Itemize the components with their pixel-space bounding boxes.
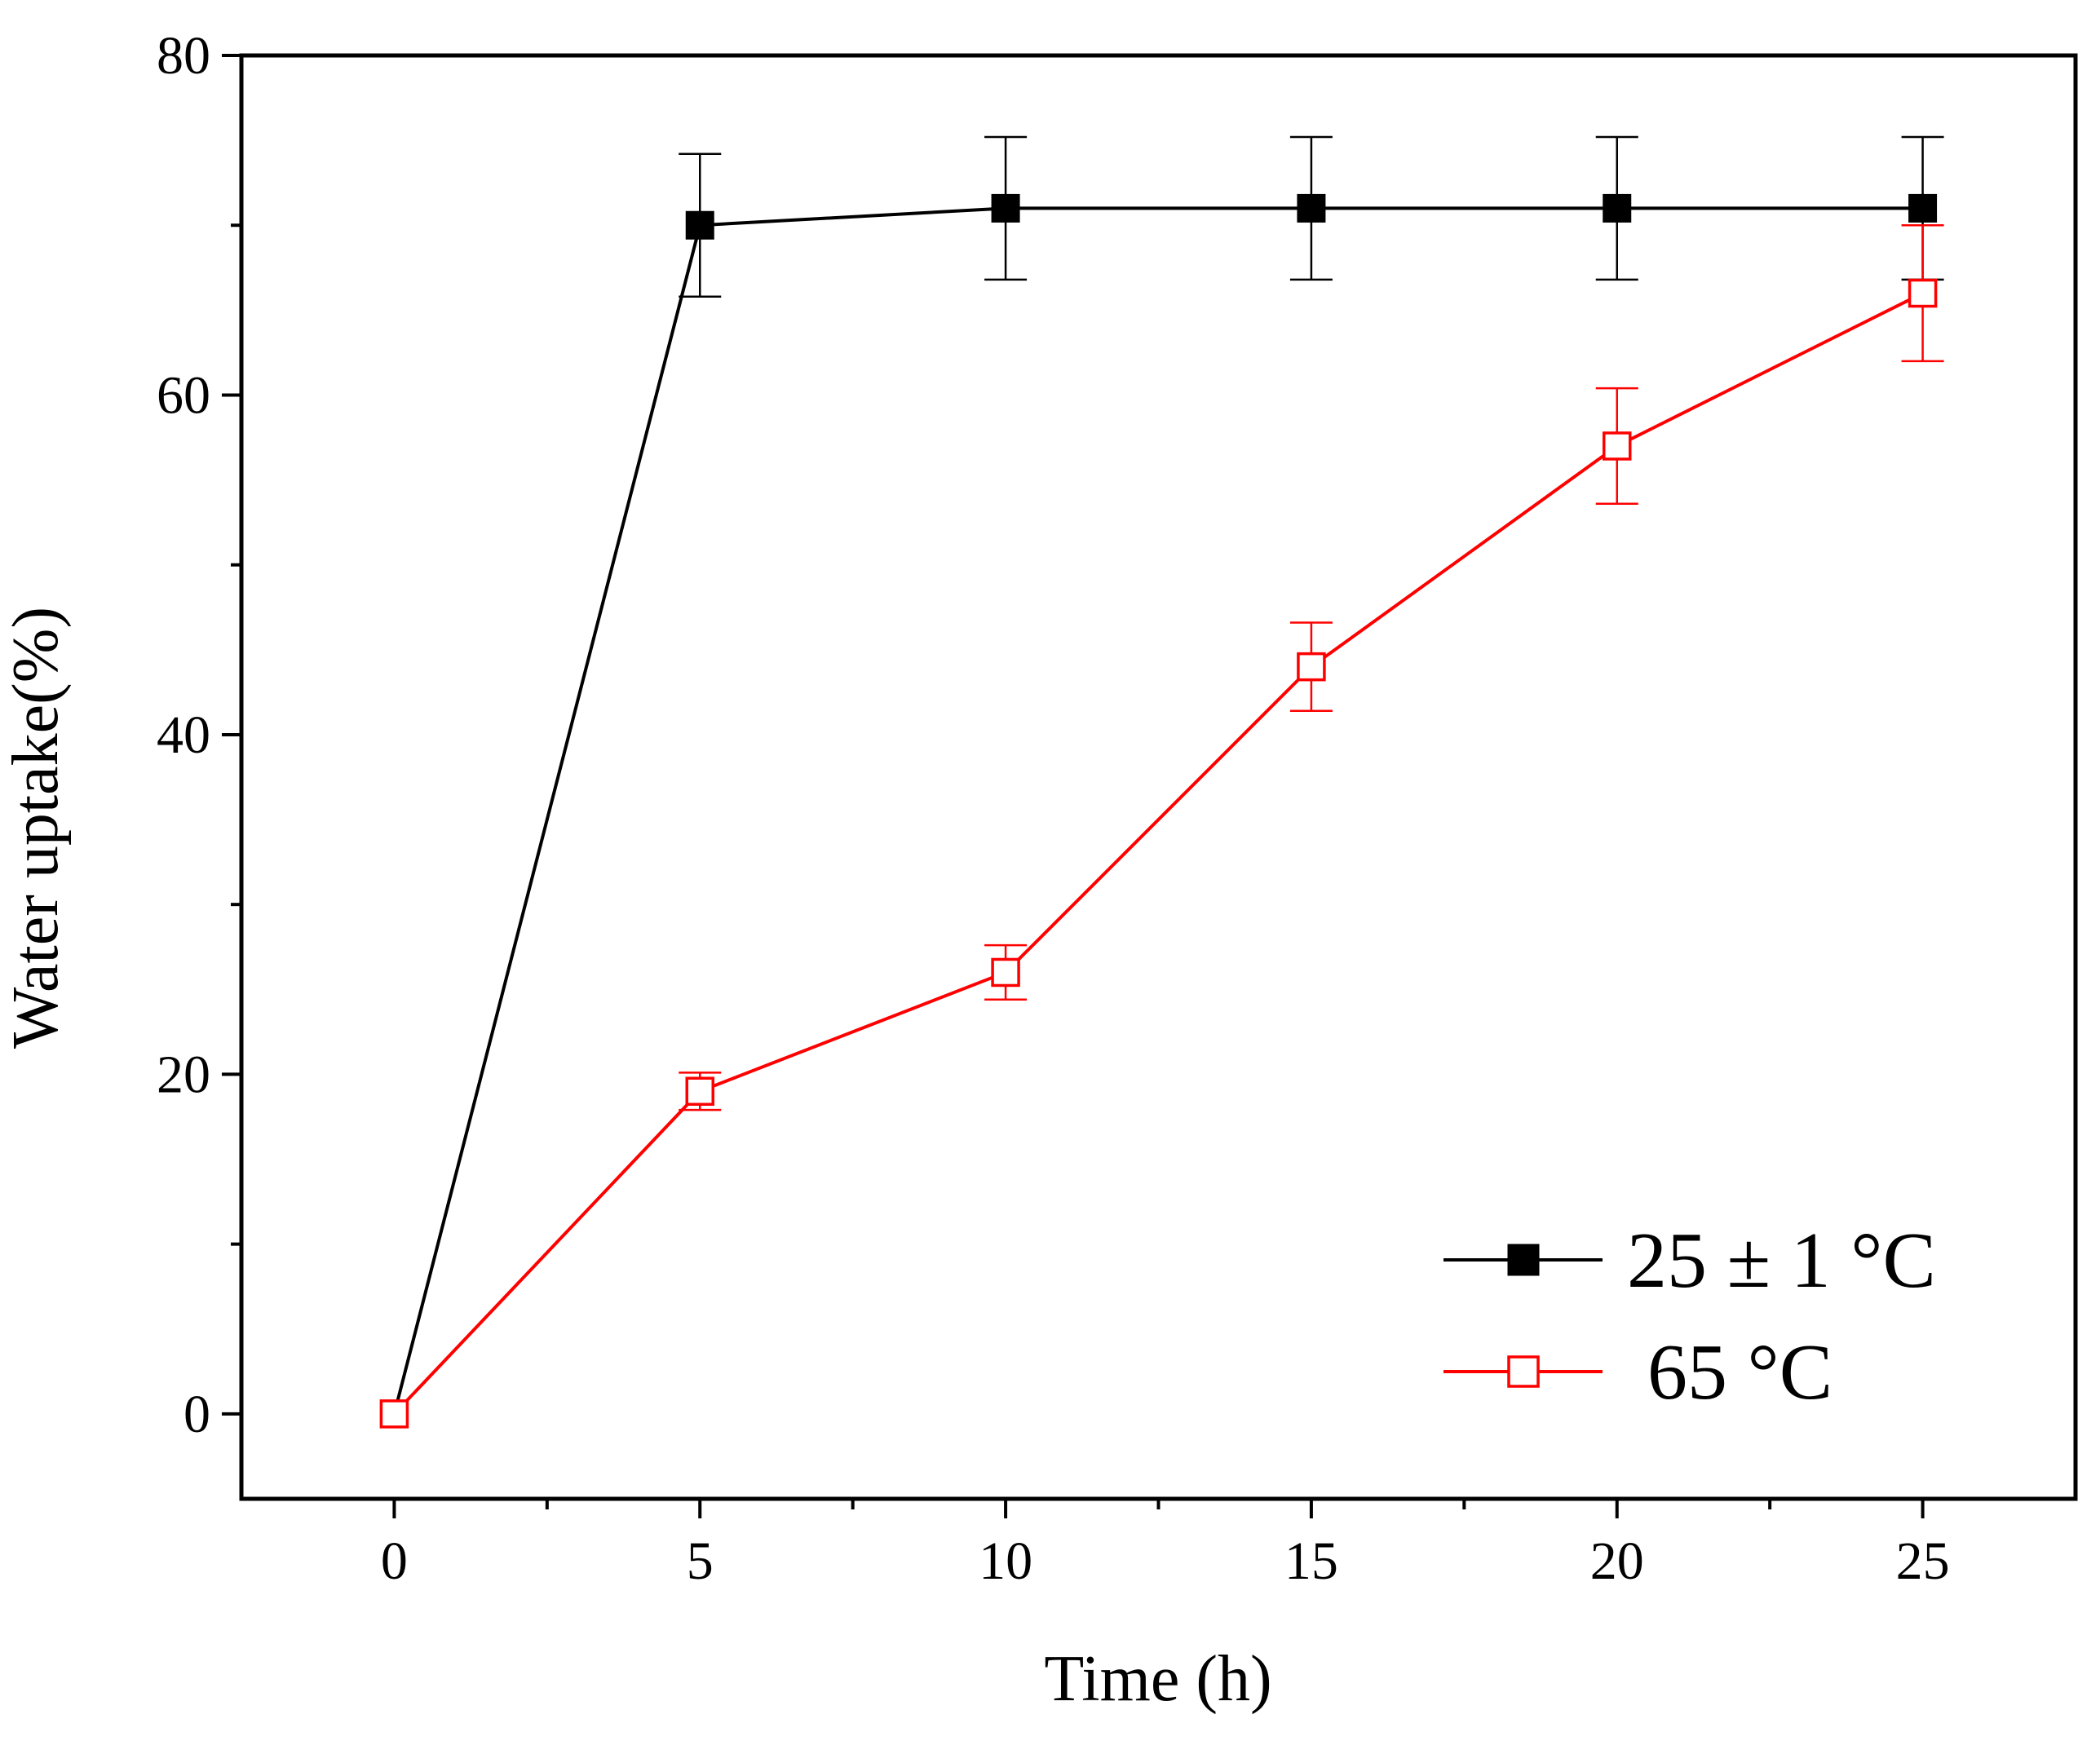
data-point-65c xyxy=(1603,431,1632,461)
y-tick-label: 40 xyxy=(157,705,210,765)
legend-marker-65c xyxy=(1507,1355,1540,1388)
x-tick-label: 10 xyxy=(979,1531,1032,1591)
data-point-25c xyxy=(991,193,1020,223)
x-tick-label: 0 xyxy=(381,1531,408,1591)
data-point-25c xyxy=(1908,193,1938,223)
y-tick-label: 20 xyxy=(157,1045,210,1104)
data-point-65c xyxy=(991,957,1020,988)
data-point-25c xyxy=(1603,193,1632,223)
series-65c xyxy=(379,223,1944,1429)
legend-entry-65c: 65 °C xyxy=(1443,1328,1833,1416)
series-line-25c xyxy=(392,206,1923,1415)
x-tick-label: 20 xyxy=(1590,1531,1644,1591)
y-tick-label: 0 xyxy=(183,1385,210,1444)
x-tick-label: 25 xyxy=(1896,1531,1950,1591)
legend-marker-25c xyxy=(1507,1244,1540,1276)
data-point-25c xyxy=(1297,193,1326,223)
data-point-65c xyxy=(1908,278,1938,308)
legend: 25 ± 1 °C 65 °C xyxy=(1443,1217,1936,1416)
data-point-65c xyxy=(379,1399,409,1429)
x-tick-label: 5 xyxy=(687,1531,714,1591)
plot-layer: 0 20 40 60 80 0 5 10 15 20 25 xyxy=(157,26,2078,1591)
y-tick-label: 80 xyxy=(157,26,210,86)
legend-entry-25c: 25 ± 1 °C xyxy=(1443,1217,1936,1305)
x-axis-title: Time (h) xyxy=(1044,1643,1271,1715)
x-tick-label: 15 xyxy=(1284,1531,1338,1591)
data-point-65c xyxy=(685,1076,714,1106)
y-tick-label: 60 xyxy=(157,365,210,425)
data-point-25c xyxy=(685,210,714,240)
legend-label-65c: 65 °C xyxy=(1647,1328,1833,1416)
legend-label-25c: 25 ± 1 °C xyxy=(1627,1217,1936,1305)
y-axis-title: Water uptake(%) xyxy=(0,607,72,1049)
series-line-65c xyxy=(392,291,1924,1416)
data-point-65c xyxy=(1297,652,1326,682)
